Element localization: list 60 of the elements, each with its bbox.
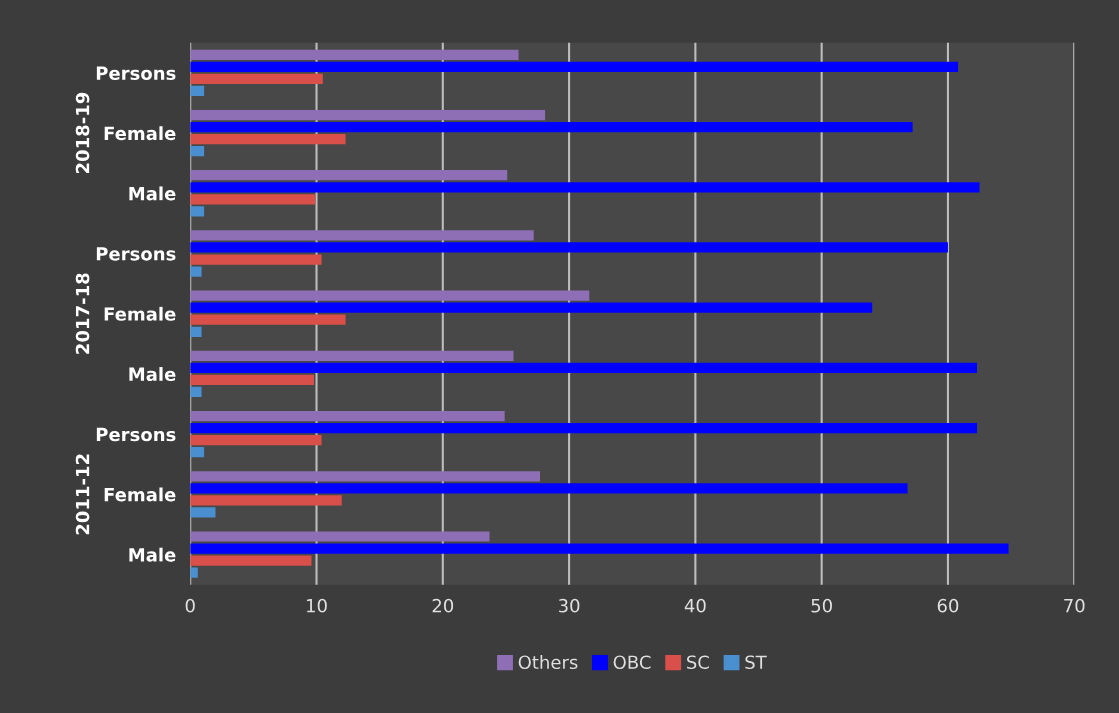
bar [190, 435, 322, 446]
bar [190, 314, 346, 325]
x-tick-label: 60 [937, 598, 959, 613]
bar [190, 146, 205, 157]
bar [190, 170, 508, 181]
y-tick-label: Male [129, 367, 176, 382]
bar [190, 326, 202, 337]
bar [190, 495, 342, 506]
x-tick-label: 10 [307, 598, 327, 613]
bar [190, 290, 590, 301]
x-tick-label: 30 [558, 598, 580, 613]
bar [190, 555, 312, 566]
bar [190, 507, 216, 518]
bar [190, 423, 977, 434]
bar [190, 362, 977, 374]
x-tick-label: 70 [1064, 598, 1085, 613]
bar [190, 266, 202, 277]
bar [190, 49, 519, 60]
bar [190, 121, 913, 133]
bar [190, 73, 323, 85]
text: 2018-19 [75, 92, 90, 174]
bar [190, 531, 490, 542]
bar [190, 567, 198, 578]
x-tick-label: 0 [185, 598, 195, 613]
bar [190, 410, 505, 422]
bar [190, 109, 546, 121]
bar [190, 182, 980, 193]
bar [190, 206, 205, 217]
y-tick-label: Persons [96, 247, 176, 261]
bar [190, 386, 202, 398]
legend-label: SC [687, 655, 709, 670]
bar [190, 374, 314, 386]
y-tick-label: Female [104, 306, 176, 321]
bar [190, 543, 1009, 554]
bar [190, 242, 948, 253]
y-tick-label: Persons [96, 66, 176, 80]
bar [190, 447, 205, 458]
bar [190, 61, 959, 72]
y-tick-label: Female [104, 126, 176, 141]
legend-label: Others [518, 655, 578, 670]
x-tick-label: 40 [684, 598, 706, 613]
bar [190, 483, 908, 494]
bar [190, 302, 873, 313]
bar [190, 230, 534, 241]
y-tick-label: Female [104, 487, 176, 502]
text: 2017-18 [75, 273, 90, 354]
bar [190, 85, 205, 97]
legend-label: ST [745, 655, 767, 670]
legend-label: OBC [613, 655, 651, 670]
x-tick-label: 20 [432, 598, 454, 613]
y-tick-label: Persons [96, 427, 176, 442]
bar [190, 134, 346, 145]
x-tick-label: 50 [811, 598, 832, 613]
y-tick-label: Male [129, 186, 176, 201]
y-tick-label: Male [129, 547, 176, 562]
text: 2011-12 [75, 454, 90, 535]
bar [190, 350, 514, 361]
bar [190, 471, 541, 482]
bar [190, 194, 316, 205]
bar [190, 254, 322, 265]
